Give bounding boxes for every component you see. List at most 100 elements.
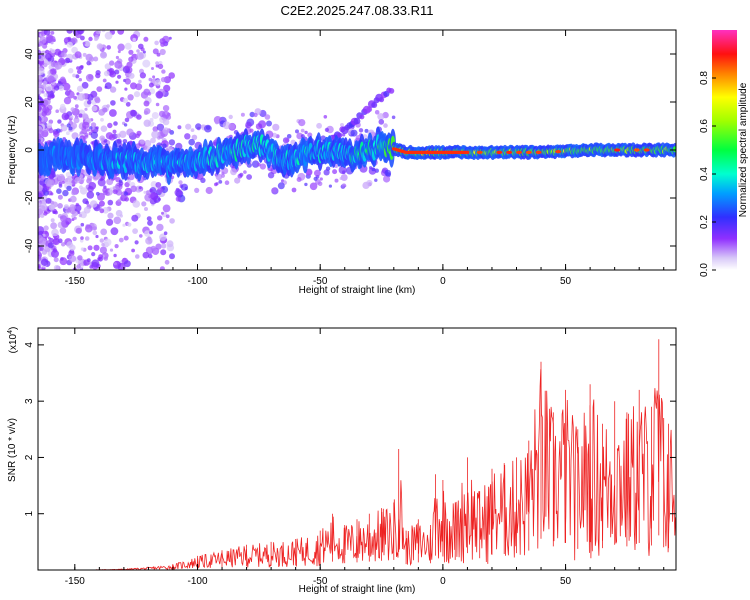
noise-blob bbox=[41, 187, 48, 194]
noise-blob bbox=[38, 129, 44, 138]
noise-blob bbox=[298, 119, 306, 127]
noise-blob bbox=[99, 238, 105, 243]
noise-blob bbox=[57, 194, 63, 200]
noise-blob bbox=[240, 112, 245, 117]
snr-x-tick-label: -100 bbox=[187, 576, 207, 587]
noise-blob bbox=[150, 245, 156, 252]
noise-blob bbox=[131, 248, 136, 253]
noise-blob bbox=[144, 230, 151, 237]
noise-blob bbox=[38, 237, 47, 245]
noise-blob bbox=[156, 223, 164, 232]
noise-blob bbox=[243, 170, 247, 174]
noise-blob bbox=[124, 87, 128, 91]
noise-blob bbox=[324, 127, 329, 132]
noise-blob bbox=[162, 110, 170, 119]
noise-blob bbox=[105, 132, 114, 140]
branch-blob bbox=[388, 88, 395, 94]
noise-blob bbox=[162, 105, 170, 112]
noise-blob bbox=[339, 177, 343, 180]
noise-blob bbox=[169, 218, 175, 224]
noise-blob bbox=[151, 130, 160, 139]
noise-blob bbox=[55, 109, 59, 113]
noise-blob bbox=[124, 42, 132, 50]
noise-blob bbox=[136, 49, 140, 53]
ridge-core bbox=[465, 150, 470, 154]
spectrogram-x-tick-label: -100 bbox=[187, 276, 207, 287]
noise-blob bbox=[143, 190, 147, 194]
noise-blob bbox=[45, 84, 53, 92]
noise-blob bbox=[135, 254, 140, 259]
noise-blob bbox=[68, 68, 74, 74]
noise-blob bbox=[101, 242, 105, 247]
noise-blob bbox=[184, 133, 191, 140]
noise-blob bbox=[38, 75, 43, 82]
noise-blob bbox=[67, 175, 72, 181]
noise-blob bbox=[52, 238, 60, 246]
noise-blob bbox=[58, 80, 61, 84]
noise-blob bbox=[157, 215, 163, 221]
noise-blob bbox=[188, 138, 195, 146]
noise-blob bbox=[323, 169, 330, 176]
noise-blob bbox=[86, 60, 91, 66]
noise-blob bbox=[160, 42, 166, 47]
noise-blob bbox=[249, 128, 254, 133]
noise-blob bbox=[155, 182, 162, 188]
noise-blob bbox=[215, 173, 223, 181]
noise-blob bbox=[60, 215, 68, 223]
noise-blob bbox=[165, 214, 170, 219]
noise-blob bbox=[156, 52, 161, 57]
noise-blob bbox=[156, 123, 165, 131]
noise-blob bbox=[94, 96, 100, 102]
noise-blob bbox=[66, 241, 73, 248]
noise-blob bbox=[131, 214, 139, 222]
noise-blob bbox=[45, 197, 52, 204]
noise-blob bbox=[106, 104, 110, 108]
noise-blob bbox=[95, 234, 99, 239]
noise-blob bbox=[93, 56, 99, 62]
noise-blob bbox=[93, 244, 100, 251]
branch-blob bbox=[366, 106, 373, 113]
noise-blob bbox=[106, 218, 114, 226]
noise-blob bbox=[83, 259, 90, 266]
spectrogram-plot-area bbox=[38, 30, 676, 270]
noise-blob bbox=[221, 171, 225, 175]
noise-blob bbox=[40, 213, 45, 218]
noise-blob bbox=[374, 110, 380, 115]
spectrogram-y-tick-label: -20 bbox=[24, 190, 35, 205]
noise-blob bbox=[136, 52, 144, 60]
noise-blob bbox=[371, 167, 376, 172]
noise-blob bbox=[57, 238, 63, 244]
noise-blob bbox=[79, 239, 84, 243]
noise-blob bbox=[62, 189, 69, 197]
noise-blob bbox=[50, 222, 57, 230]
spectrogram-y-tick-label: 0 bbox=[24, 147, 35, 153]
noise-blob bbox=[191, 134, 198, 141]
noise-blob bbox=[169, 253, 175, 260]
noise-blob bbox=[147, 220, 153, 226]
noise-blob bbox=[194, 187, 200, 193]
noise-blob bbox=[104, 82, 112, 90]
noise-blob bbox=[98, 44, 103, 49]
noise-blob bbox=[128, 72, 135, 79]
snr-scale-suffix: ) bbox=[8, 327, 19, 330]
snr-scale-exponent: 4 bbox=[7, 330, 14, 334]
snr-y-tick-label: 4 bbox=[24, 342, 35, 348]
noise-blob bbox=[76, 66, 80, 70]
noise-blob bbox=[136, 114, 142, 120]
colorbar-ticks: 0.0 0.2 0.4 0.6 0.8 bbox=[699, 71, 716, 277]
noise-blob bbox=[126, 179, 131, 184]
noise-blob bbox=[75, 74, 80, 79]
noise-blob bbox=[138, 43, 144, 50]
noise-blob bbox=[82, 52, 87, 57]
noise-blob bbox=[46, 122, 53, 129]
noise-blob bbox=[130, 185, 137, 193]
colorbar-tick-label: 0.2 bbox=[699, 215, 710, 229]
noise-blob bbox=[113, 121, 118, 126]
noise-blob bbox=[90, 122, 97, 128]
noise-blob bbox=[103, 256, 109, 261]
noise-blob bbox=[151, 112, 159, 119]
noise-blob bbox=[146, 216, 152, 222]
noise-blob bbox=[149, 189, 153, 193]
noise-blob bbox=[164, 259, 170, 265]
noise-blob bbox=[59, 257, 68, 266]
